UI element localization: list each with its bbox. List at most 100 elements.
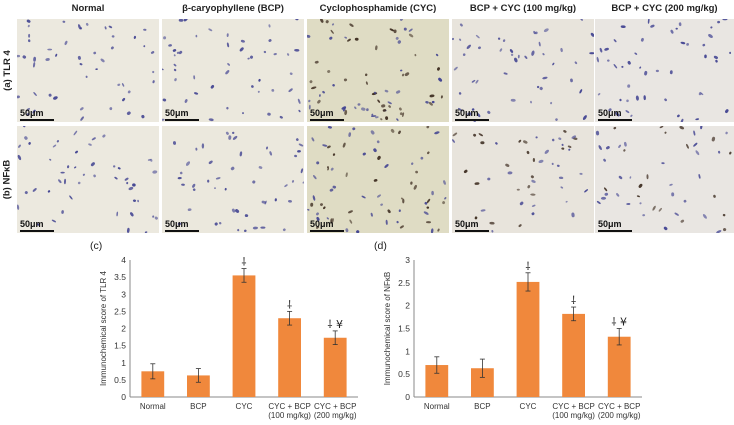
tissue-image: [307, 126, 449, 233]
scale-bar: [20, 230, 54, 232]
scale-bar: [598, 119, 632, 121]
y-tick-label: 2.5: [114, 306, 126, 316]
micrograph-nfkb-cyc: 50μm: [307, 126, 449, 233]
column-title-cyc: Cyclophosphamide (CYC): [319, 3, 437, 14]
tissue-image: [162, 19, 304, 122]
micrograph-tlr4-bcp-cyc-200: 50μm: [595, 19, 734, 122]
bar: [278, 318, 301, 397]
significance-mark: ⸸: [571, 294, 576, 307]
scale-bar: [165, 119, 199, 121]
x-tick-label: (200 mg/kg): [314, 411, 357, 420]
bar: [141, 371, 165, 397]
chart-panel-label-d: (d): [374, 240, 387, 252]
scale-bar-label: 50μm: [20, 108, 44, 118]
micrograph-nfkb-bcp-cyc-200: 50μm: [595, 126, 734, 233]
y-tick-label: 2.5: [398, 278, 410, 288]
y-tick-label: 1.5: [398, 324, 410, 334]
bar: [232, 275, 256, 397]
y-tick-label: 0.5: [398, 369, 410, 379]
micrograph-nfkb-bcp: 50μm: [162, 126, 304, 233]
significance-mark: ⸸: [525, 260, 530, 273]
scale-bar-label: 50μm: [455, 219, 479, 229]
scale-bar: [455, 230, 489, 232]
micrograph-nfkb-bcp-cyc-100: 50μm: [452, 126, 594, 233]
bar: [471, 368, 494, 397]
x-tick-label: CYC + BCP: [268, 402, 310, 411]
x-tick-label: CYC: [520, 402, 537, 411]
scale-bar-label: 50μm: [598, 219, 622, 229]
y-tick-label: 2: [121, 324, 126, 334]
x-tick-label: BCP: [190, 402, 206, 411]
micrograph-nfkb-normal: 50μm: [17, 126, 159, 233]
scale-bar: [20, 119, 54, 121]
y-axis-label: Immunochemical score of TLR 4: [99, 270, 108, 386]
scale-bar-label: 50μm: [20, 219, 44, 229]
chart-panel-label-c: (c): [90, 240, 103, 252]
y-tick-label: 2: [405, 301, 410, 311]
scale-bar-label: 50μm: [310, 219, 334, 229]
y-axis-label: Immunochemical score of NFκB: [383, 272, 392, 385]
significance-mark: ⸸: [287, 298, 292, 311]
bar: [562, 313, 585, 397]
bar: [425, 365, 449, 397]
x-tick-label: CYC: [236, 402, 253, 411]
tissue-image: [595, 126, 734, 233]
tlr4-chart-svg: 0 0.5 1 1.5 2 2.5 3 3.5 4 Immunochemical score of…: [99, 255, 358, 420]
x-tick-label: CYC + BCP: [314, 402, 356, 411]
scale-bar: [310, 119, 344, 121]
significance-mark: ⸸: [241, 256, 246, 269]
column-title-bcp-cyc-200: BCP + CYC (200 mg/kg): [611, 3, 718, 14]
y-tick-label: 0.5: [114, 375, 126, 385]
scale-bar: [165, 230, 199, 232]
x-tick-label: Normal: [424, 402, 450, 411]
bar: [516, 281, 540, 397]
scale-bar-label: 50μm: [310, 108, 334, 118]
x-tick-label: (200 mg/kg): [598, 411, 641, 420]
scale-bar-label: 50μm: [598, 108, 622, 118]
row-label-nfkb: (b) NFκB: [1, 159, 13, 200]
scale-bar-label: 50μm: [165, 108, 189, 118]
nfkb-bar-chart: 0 0.5 1 1.5 2 2.5 3 Immunochemical score of NFκ…: [372, 252, 648, 425]
bar: [607, 336, 631, 397]
x-tick-label: Normal: [140, 402, 166, 411]
y-tick-label: 3: [405, 255, 410, 265]
x-tick-label: CYC + BCP: [552, 402, 594, 411]
y-tick-label: 3.5: [114, 272, 126, 282]
nfkb-chart-svg: 0 0.5 1 1.5 2 2.5 3 Immunochemical score of NFκ…: [383, 255, 642, 420]
micrograph-tlr4-cyc: 50μm: [307, 19, 449, 122]
scale-bar: [598, 230, 632, 232]
tissue-image: [17, 126, 159, 233]
x-tick-label: BCP: [474, 402, 490, 411]
scale-bar: [455, 119, 489, 121]
x-tick-label: CYC + BCP: [598, 402, 640, 411]
x-tick-label: (100 mg/kg): [552, 411, 595, 420]
tlr4-bar-chart: 0 0.5 1 1.5 2 2.5 3 3.5 4 Immunochemical score of…: [88, 252, 364, 425]
bar: [323, 337, 347, 397]
tissue-image: [307, 19, 449, 122]
y-tick-label: 4: [121, 255, 126, 265]
scale-bar: [310, 230, 344, 232]
column-title-normal: Normal: [71, 3, 105, 14]
tissue-image: [595, 19, 734, 122]
tissue-image: [452, 19, 594, 122]
scale-bar-label: 50μm: [165, 219, 189, 229]
significance-mark: ⸸ ¥: [327, 318, 343, 331]
column-title-bcp: β-caryophyllene (BCP): [182, 3, 284, 14]
y-tick-label: 3: [121, 289, 126, 299]
y-tick-label: 1: [121, 358, 126, 368]
tissue-image: [162, 126, 304, 233]
column-title-bcp-cyc-100: BCP + CYC (100 mg/kg): [469, 3, 577, 14]
micrograph-tlr4-bcp-cyc-100: 50μm: [452, 19, 594, 122]
scale-bar-label: 50μm: [455, 108, 479, 118]
micrograph-tlr4-bcp: 50μm: [162, 19, 304, 122]
y-tick-label: 0: [405, 392, 410, 402]
significance-mark: ⸸ ¥: [611, 316, 627, 329]
x-tick-label: (100 mg/kg): [268, 411, 311, 420]
row-label-tlr4: (a) TLR 4: [1, 50, 13, 91]
tissue-image: [452, 126, 594, 233]
bar: [187, 375, 210, 397]
y-tick-label: 1.5: [114, 341, 126, 351]
y-tick-label: 0: [121, 392, 126, 402]
tissue-image: [17, 19, 159, 122]
micrograph-tlr4-normal: 50μm: [17, 19, 159, 122]
